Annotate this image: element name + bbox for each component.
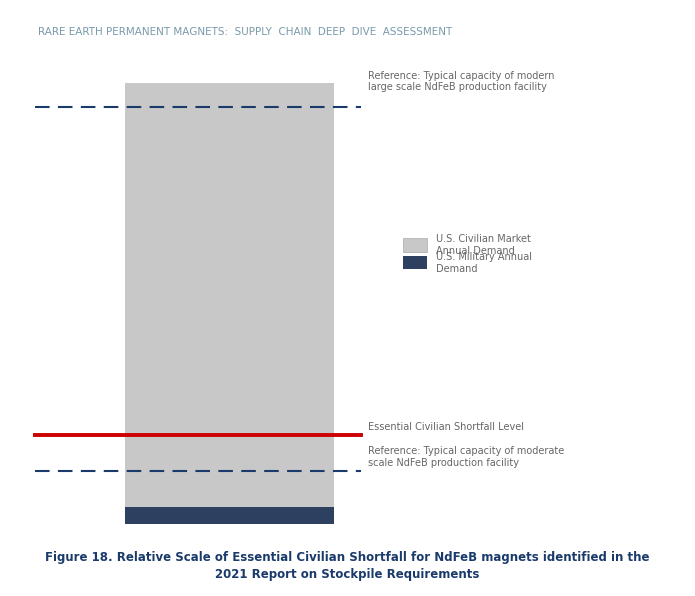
Text: RARE EARTH PERMANENT MAGNETS:  SUPPLY  CHAIN  DEEP  DIVE  ASSESSMENT: RARE EARTH PERMANENT MAGNETS: SUPPLY CHA… bbox=[38, 27, 452, 37]
Text: Reference: Typical capacity of moderate
scale NdFeB production facility: Reference: Typical capacity of moderate … bbox=[368, 446, 564, 468]
Text: Figure 18. Relative Scale of Essential Civilian Shortfall for NdFeB magnets iden: Figure 18. Relative Scale of Essential C… bbox=[45, 551, 650, 581]
Bar bbox=[125, 83, 334, 524]
Text: Reference: Typical capacity of modern
large scale NdFeB production facility: Reference: Typical capacity of modern la… bbox=[368, 71, 555, 92]
Text: Essential Civilian Shortfall Level: Essential Civilian Shortfall Level bbox=[368, 422, 524, 432]
Bar bbox=[403, 238, 427, 252]
Text: U.S. Military Annual
Demand: U.S. Military Annual Demand bbox=[436, 252, 532, 274]
Bar bbox=[403, 256, 427, 269]
Bar bbox=[125, 507, 334, 524]
Text: U.S. Civilian Market
Annual Demand: U.S. Civilian Market Annual Demand bbox=[436, 234, 531, 256]
